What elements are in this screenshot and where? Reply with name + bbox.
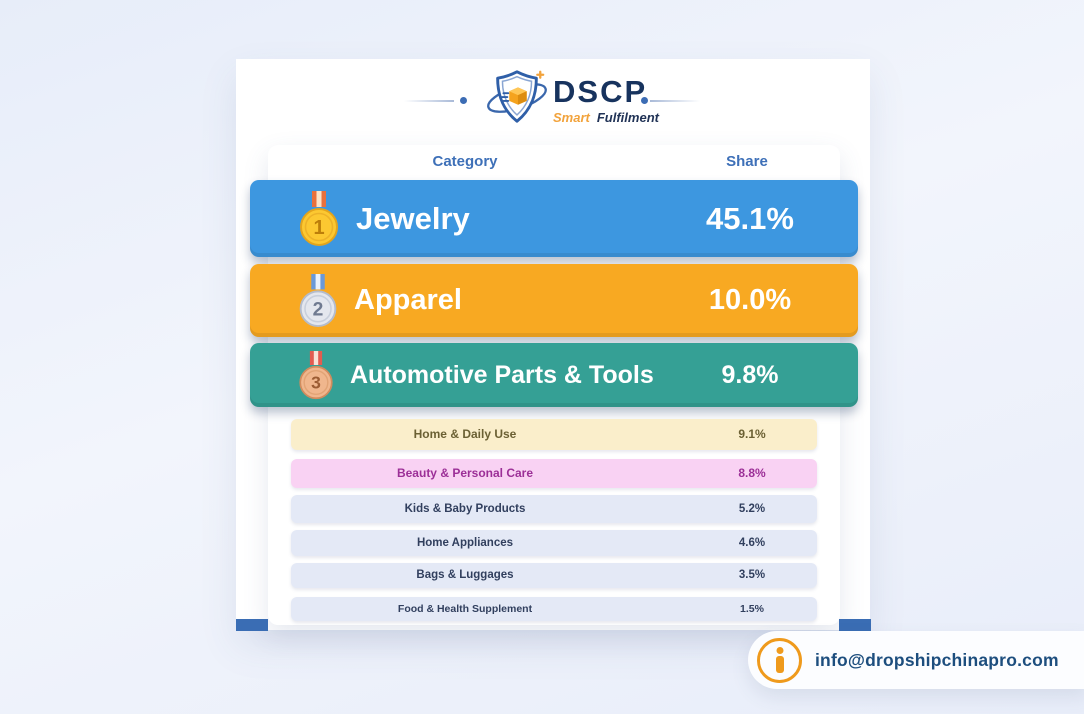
- column-header-category: Category: [432, 153, 498, 170]
- table-row-rank3: 3 Automotive Parts & Tools 9.8%: [250, 343, 858, 407]
- table-row-rank2: 2 Apparel 10.0%: [250, 264, 858, 337]
- info-icon: [757, 637, 802, 683]
- row-value: 4.6%: [738, 537, 766, 549]
- brand-name: DSCP: [553, 74, 648, 109]
- table-row-rank1: 1 Jewelry 45.1%: [250, 180, 858, 257]
- row-label: Beauty & Personal Care: [396, 466, 534, 480]
- row-value: 9.8%: [721, 360, 779, 389]
- svg-text:2: 2: [313, 299, 324, 320]
- row-value: 8.8%: [738, 466, 766, 480]
- row-value: 45.1%: [706, 200, 794, 236]
- table-row-food-health-supplement: Food & Health Supplement 1.5%: [291, 597, 817, 621]
- decor-dot-right: [641, 97, 648, 104]
- row-label: Bags & Luggages: [416, 569, 514, 581]
- svg-text:1: 1: [313, 217, 324, 239]
- decor-line-right: [650, 100, 700, 102]
- row-value: 3.5%: [738, 569, 766, 581]
- table-row-kids-baby-products: Kids & Baby Products 5.2%: [291, 495, 817, 523]
- logo-band: DSCP Smart Fulfilment: [236, 64, 870, 136]
- row-label: Jewelry: [356, 200, 470, 236]
- row-label: Home & Daily Use: [413, 427, 517, 441]
- silver-medal-icon: 2: [299, 273, 337, 327]
- logo-text: DSCP Smart Fulfilment: [553, 76, 659, 125]
- brand-tagline: Smart Fulfilment: [553, 110, 659, 125]
- row-value: 5.2%: [738, 503, 766, 515]
- table-row-bags-luggages: Bags & Luggages 3.5%: [291, 563, 817, 588]
- row-value: 1.5%: [740, 603, 764, 615]
- gold-medal-icon: 1: [300, 190, 338, 246]
- tagline-fulfilment: Fulfilment: [596, 110, 659, 125]
- row-label: Home Appliances: [416, 537, 514, 549]
- corner-accent-left: [236, 619, 268, 631]
- row-label: Apparel: [354, 284, 462, 316]
- dscp-logo: DSCP Smart Fulfilment: [486, 66, 659, 135]
- row-label: Automotive Parts & Tools: [350, 360, 654, 389]
- table-header: Category Share: [268, 151, 840, 179]
- decor-line-left: [404, 100, 454, 102]
- table-row-home-daily-use: Home & Daily Use 9.1%: [291, 419, 817, 450]
- row-label: Kids & Baby Products: [404, 503, 526, 515]
- shield-package-icon: [486, 66, 548, 135]
- row-value: 10.0%: [708, 284, 792, 316]
- email-link[interactable]: info@dropshipchinapro.com: [815, 649, 1059, 670]
- bronze-medal-icon: 3: [299, 350, 333, 399]
- table-row-beauty-personal-care: Beauty & Personal Care 8.8%: [291, 459, 817, 488]
- corner-accent-right: [839, 619, 871, 631]
- column-header-share: Share: [726, 153, 768, 170]
- table-row-home-appliances: Home Appliances 4.6%: [291, 530, 817, 556]
- row-value: 9.1%: [738, 427, 766, 441]
- tagline-smart: Smart: [553, 110, 590, 125]
- row-label: Food & Health Supplement: [397, 603, 533, 615]
- contact-badge: info@dropshipchinapro.com: [748, 631, 1084, 689]
- svg-text:3: 3: [311, 372, 321, 392]
- decor-dot-left: [460, 97, 467, 104]
